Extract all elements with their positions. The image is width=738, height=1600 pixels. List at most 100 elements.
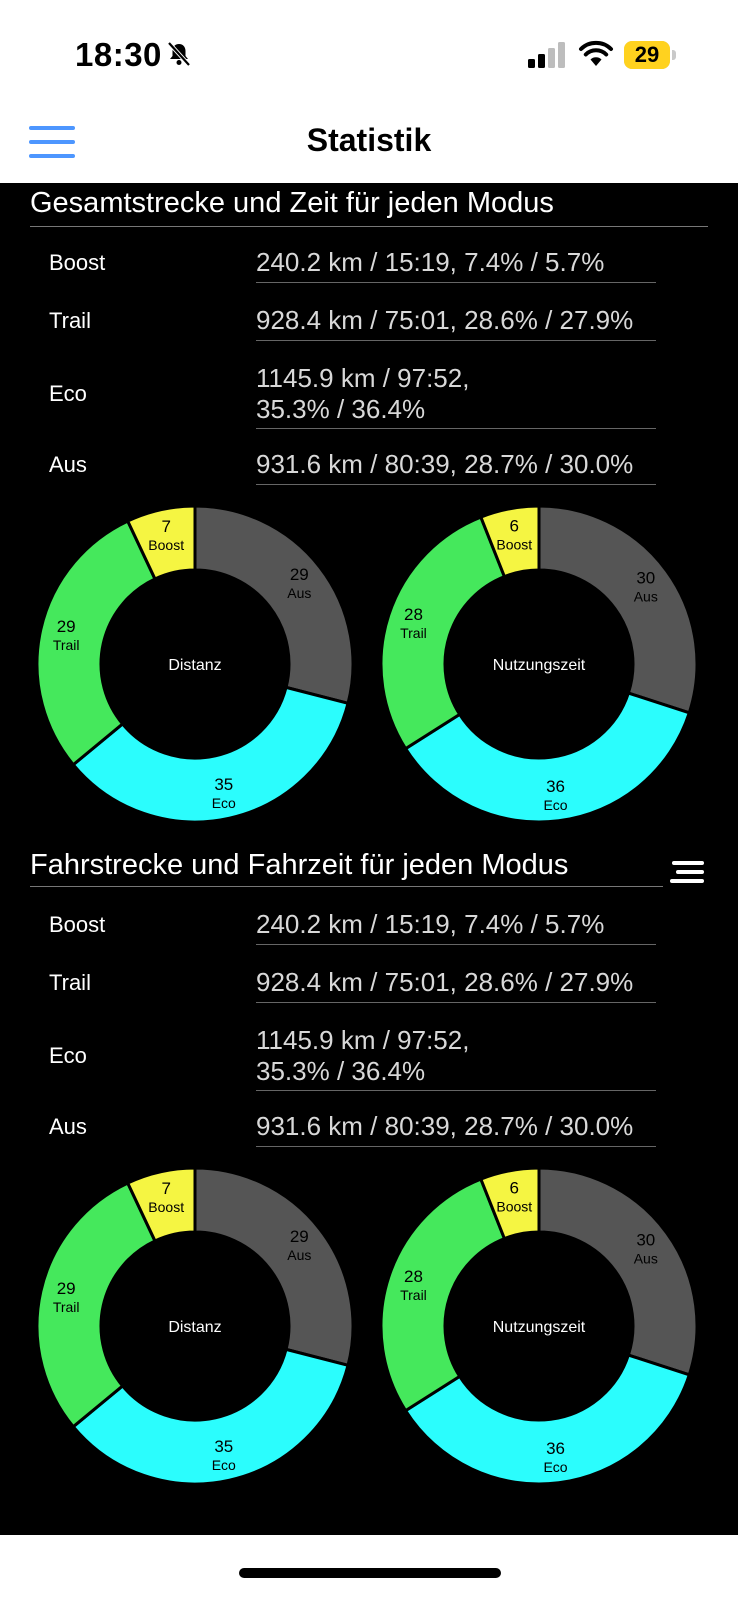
- nav-bar: Statistik: [0, 108, 738, 183]
- battery-level: 29: [624, 41, 670, 69]
- segment-value-label: 29: [57, 617, 76, 636]
- segment-value-label: 29: [57, 1279, 76, 1298]
- row-label: Eco: [49, 381, 87, 406]
- row-underline: [256, 484, 656, 485]
- donut-segment-trail: [35, 519, 157, 767]
- donut-segment-aus: [537, 504, 699, 715]
- donut-segment-eco: [403, 691, 692, 824]
- row-label: Eco: [49, 1043, 87, 1068]
- segment-name-label: Trail: [53, 637, 80, 653]
- segment-name-label: Boost: [496, 536, 532, 552]
- menu-icon[interactable]: [29, 124, 75, 160]
- row-label: Aus: [49, 452, 87, 477]
- segment-value-label: 6: [510, 516, 519, 535]
- cellular-signal-icon: [528, 42, 565, 68]
- row-underline: [256, 944, 656, 945]
- segment-name-label: Trail: [400, 1287, 427, 1303]
- donut-segment-aus: [193, 1166, 355, 1368]
- segment-name-label: Aus: [634, 1250, 658, 1266]
- donut-center-label: Nutzungszeit: [493, 1319, 586, 1336]
- segment-name-label: Aus: [287, 1247, 311, 1263]
- section-divider: [30, 886, 663, 887]
- row-value-line: 928.4 km / 75:01, 28.6% / 27.9%: [256, 305, 634, 335]
- row-label: Trail: [49, 308, 91, 333]
- segment-name-label: Eco: [543, 797, 567, 813]
- statistics-content[interactable]: Gesamtstrecke und Zeit für jeden Modus B…: [0, 183, 738, 1535]
- row-value-line: 240.2 km / 15:19, 7.4% / 5.7%: [256, 909, 605, 939]
- row-underline: [256, 1090, 656, 1091]
- donut-chart-usage-time: 30 Aus 36 Eco 28 Trail 6 Boost Nutzungszeit: [379, 1166, 699, 1486]
- row-value: 240.2 km / 15:19, 7.4% / 5.7%: [256, 247, 656, 278]
- segment-value-label: 29: [290, 565, 309, 584]
- battery-icon: 29: [624, 41, 676, 69]
- donut-segment-trail: [35, 1181, 157, 1429]
- row-value-line: 35.3% / 36.4%: [256, 1056, 426, 1086]
- home-indicator[interactable]: [239, 1568, 501, 1578]
- segment-name-label: Trail: [53, 1299, 80, 1315]
- row-value-line: 1145.9 km / 97:52,: [256, 1025, 470, 1055]
- segment-name-label: Aus: [287, 585, 311, 601]
- segment-name-label: Boost: [496, 1198, 532, 1214]
- row-value-line: 928.4 km / 75:01, 28.6% / 27.9%: [256, 967, 634, 997]
- segment-name-label: Eco: [212, 795, 236, 811]
- donut-segment-trail: [379, 515, 507, 751]
- row-value-line: 35.3% / 36.4%: [256, 394, 426, 424]
- battery-nub: [672, 50, 676, 60]
- segment-value-label: 28: [404, 605, 423, 624]
- segment-value-label: 7: [161, 517, 170, 536]
- row-label: Aus: [49, 1114, 87, 1139]
- donut-center-label: Nutzungszeit: [493, 657, 586, 674]
- segment-name-label: Boost: [148, 537, 184, 553]
- page-title: Statistik: [306, 122, 432, 158]
- segment-value-label: 30: [636, 1230, 655, 1249]
- segment-name-label: Eco: [212, 1457, 236, 1473]
- segment-name-label: Trail: [400, 625, 427, 641]
- donut-center-label: Distanz: [168, 1319, 221, 1336]
- row-underline: [256, 428, 656, 429]
- donut-chart-distance: 29 Aus 35 Eco 29 Trail 7 Boost Distanz: [35, 504, 355, 824]
- segment-value-label: 7: [161, 1179, 170, 1198]
- home-area: [0, 1535, 738, 1600]
- donut-segment-trail: [379, 1177, 507, 1413]
- row-value-line: 931.6 km / 80:39, 28.7% / 30.0%: [256, 449, 634, 479]
- row-label: Trail: [49, 970, 91, 995]
- row-label: Boost: [49, 912, 106, 937]
- segment-name-label: Eco: [543, 1459, 567, 1475]
- segment-value-label: 28: [404, 1267, 423, 1286]
- segment-value-label: 6: [510, 1178, 519, 1197]
- row-underline: [256, 282, 656, 283]
- row-underline: [256, 1002, 656, 1003]
- segment-name-label: Boost: [148, 1199, 184, 1215]
- status-bar: 18:30 29: [0, 0, 738, 108]
- row-value-line: 1145.9 km / 97:52,: [256, 363, 470, 393]
- sort-icon[interactable]: [668, 861, 704, 887]
- status-time: 18:30: [75, 36, 162, 73]
- wifi-icon: [579, 40, 613, 66]
- donut-chart-usage-time: 30 Aus 36 Eco 28 Trail 6 Boost Nutzungszeit: [379, 504, 699, 824]
- segment-value-label: 30: [636, 568, 655, 587]
- donut-segment-eco: [71, 685, 350, 824]
- donut-segment-boost: [125, 1166, 197, 1243]
- row-value: 928.4 km / 75:01, 28.6% / 27.9%: [256, 967, 656, 998]
- donut-segment-boost: [478, 504, 541, 579]
- donut-center-label: Distanz: [168, 657, 221, 674]
- donut-segment-boost: [125, 504, 197, 581]
- segment-value-label: 36: [546, 777, 565, 796]
- segment-value-label: 35: [214, 1437, 233, 1456]
- segment-value-label: 35: [214, 775, 233, 794]
- donut-segment-aus: [537, 1166, 699, 1377]
- row-value: 1145.9 km / 97:52, 35.3% / 36.4%: [256, 1025, 656, 1087]
- row-value-line: 240.2 km / 15:19, 7.4% / 5.7%: [256, 247, 605, 277]
- donut-segment-eco: [71, 1347, 350, 1486]
- row-label: Boost: [49, 250, 106, 275]
- section-title: Gesamtstrecke und Zeit für jeden Modus: [30, 187, 554, 219]
- row-value-line: 931.6 km / 80:39, 28.7% / 30.0%: [256, 1111, 634, 1141]
- segment-value-label: 36: [546, 1439, 565, 1458]
- segment-value-label: 29: [290, 1227, 309, 1246]
- row-value: 1145.9 km / 97:52, 35.3% / 36.4%: [256, 363, 656, 425]
- donut-segment-aus: [193, 504, 355, 706]
